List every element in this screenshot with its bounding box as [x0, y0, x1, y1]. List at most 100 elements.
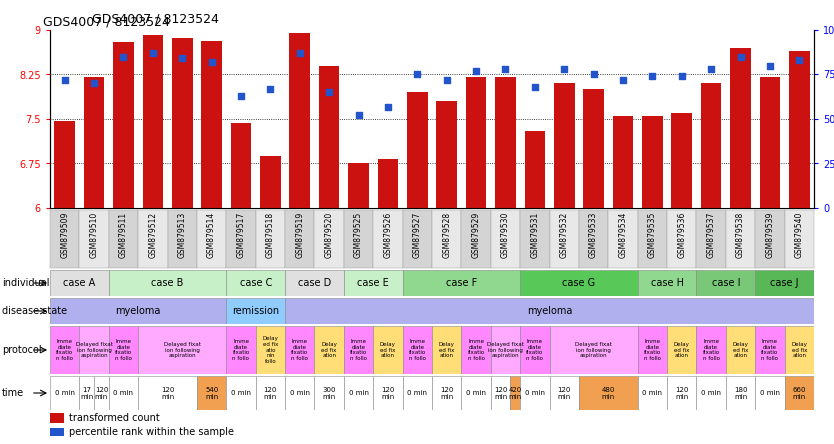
Bar: [344, 210, 374, 268]
Bar: [490, 326, 520, 374]
Text: GSM879525: GSM879525: [354, 212, 363, 258]
Bar: [285, 270, 344, 296]
Bar: [403, 326, 432, 374]
Bar: [550, 326, 638, 374]
Text: Imme
diate
fixatio
n follo: Imme diate fixatio n follo: [702, 339, 720, 361]
Bar: [403, 210, 432, 268]
Bar: [726, 376, 756, 410]
Bar: [550, 210, 579, 268]
Text: GSM879529: GSM879529: [471, 212, 480, 258]
Text: case C: case C: [239, 278, 272, 288]
Text: Imme
diate
fixatio
n follo: Imme diate fixatio n follo: [291, 339, 309, 361]
Bar: [525, 131, 545, 208]
Bar: [785, 376, 814, 410]
Bar: [520, 270, 638, 296]
Text: Delayed fixat
ion following
aspiration: Delayed fixat ion following aspiration: [76, 342, 113, 358]
Bar: [696, 326, 726, 374]
Point: [323, 89, 336, 96]
Text: Delay
ed fix
atio
nin
follo: Delay ed fix atio nin follo: [263, 336, 279, 364]
Text: 0 min: 0 min: [231, 390, 251, 396]
Point: [616, 76, 630, 83]
Bar: [520, 376, 550, 410]
Bar: [289, 33, 310, 208]
Bar: [785, 210, 814, 268]
Bar: [701, 83, 721, 208]
Bar: [466, 77, 486, 208]
Bar: [83, 77, 104, 208]
Text: GSM879520: GSM879520: [324, 212, 334, 258]
Bar: [510, 376, 520, 410]
Bar: [407, 92, 428, 208]
Bar: [756, 376, 785, 410]
Bar: [550, 376, 579, 410]
Text: GSM879538: GSM879538: [736, 212, 745, 258]
Bar: [50, 298, 226, 324]
Bar: [726, 326, 756, 374]
Bar: [314, 210, 344, 268]
Bar: [583, 89, 604, 208]
Bar: [432, 210, 461, 268]
Bar: [226, 376, 256, 410]
Bar: [50, 326, 79, 374]
Text: case J: case J: [771, 278, 799, 288]
Text: remission: remission: [232, 306, 279, 316]
Bar: [554, 83, 575, 208]
Text: GSM879509: GSM879509: [60, 212, 69, 258]
Point: [763, 62, 776, 69]
Bar: [490, 376, 510, 410]
Bar: [285, 298, 814, 324]
Bar: [520, 326, 550, 374]
Bar: [756, 270, 814, 296]
Text: individual: individual: [2, 278, 49, 288]
Bar: [314, 326, 344, 374]
Bar: [50, 270, 108, 296]
Bar: [54, 121, 75, 208]
Text: case D: case D: [298, 278, 331, 288]
Bar: [231, 123, 251, 208]
Text: GSM879534: GSM879534: [619, 212, 627, 258]
Bar: [226, 326, 256, 374]
Text: GSM879539: GSM879539: [766, 212, 775, 258]
Bar: [642, 116, 663, 208]
Text: 0 min: 0 min: [642, 390, 662, 396]
Text: 0 min: 0 min: [701, 390, 721, 396]
Bar: [344, 376, 374, 410]
Text: 300
min: 300 min: [323, 386, 336, 400]
Bar: [314, 376, 344, 410]
Bar: [403, 270, 520, 296]
Bar: [638, 270, 696, 296]
Text: case F: case F: [445, 278, 477, 288]
Bar: [168, 210, 197, 268]
Point: [470, 67, 483, 75]
Text: GSM879532: GSM879532: [560, 212, 569, 258]
Bar: [696, 376, 726, 410]
Bar: [138, 326, 226, 374]
Bar: [201, 41, 222, 208]
Bar: [285, 326, 314, 374]
Text: 0 min: 0 min: [525, 390, 545, 396]
Point: [499, 66, 512, 73]
Text: GSM879527: GSM879527: [413, 212, 422, 258]
Bar: [79, 326, 108, 374]
Text: protocol: protocol: [2, 345, 42, 355]
Point: [440, 76, 454, 83]
Text: GSM879512: GSM879512: [148, 212, 158, 258]
Text: case B: case B: [151, 278, 183, 288]
Bar: [197, 376, 226, 410]
Bar: [138, 210, 168, 268]
Text: Delay
ed fix
ation: Delay ed fix ation: [791, 342, 807, 358]
Point: [675, 73, 688, 80]
Bar: [579, 210, 608, 268]
Bar: [756, 326, 785, 374]
Text: 120
min: 120 min: [494, 386, 507, 400]
Text: transformed count: transformed count: [69, 413, 160, 423]
Text: percentile rank within the sample: percentile rank within the sample: [69, 428, 234, 437]
Text: GDS4007 / 8123524: GDS4007 / 8123524: [43, 16, 170, 29]
Bar: [108, 270, 226, 296]
Text: 120
min: 120 min: [95, 386, 108, 400]
Text: 120
min: 120 min: [381, 386, 394, 400]
Text: GSM879514: GSM879514: [207, 212, 216, 258]
Point: [176, 55, 189, 62]
Text: 0 min: 0 min: [349, 390, 369, 396]
Point: [705, 66, 718, 73]
